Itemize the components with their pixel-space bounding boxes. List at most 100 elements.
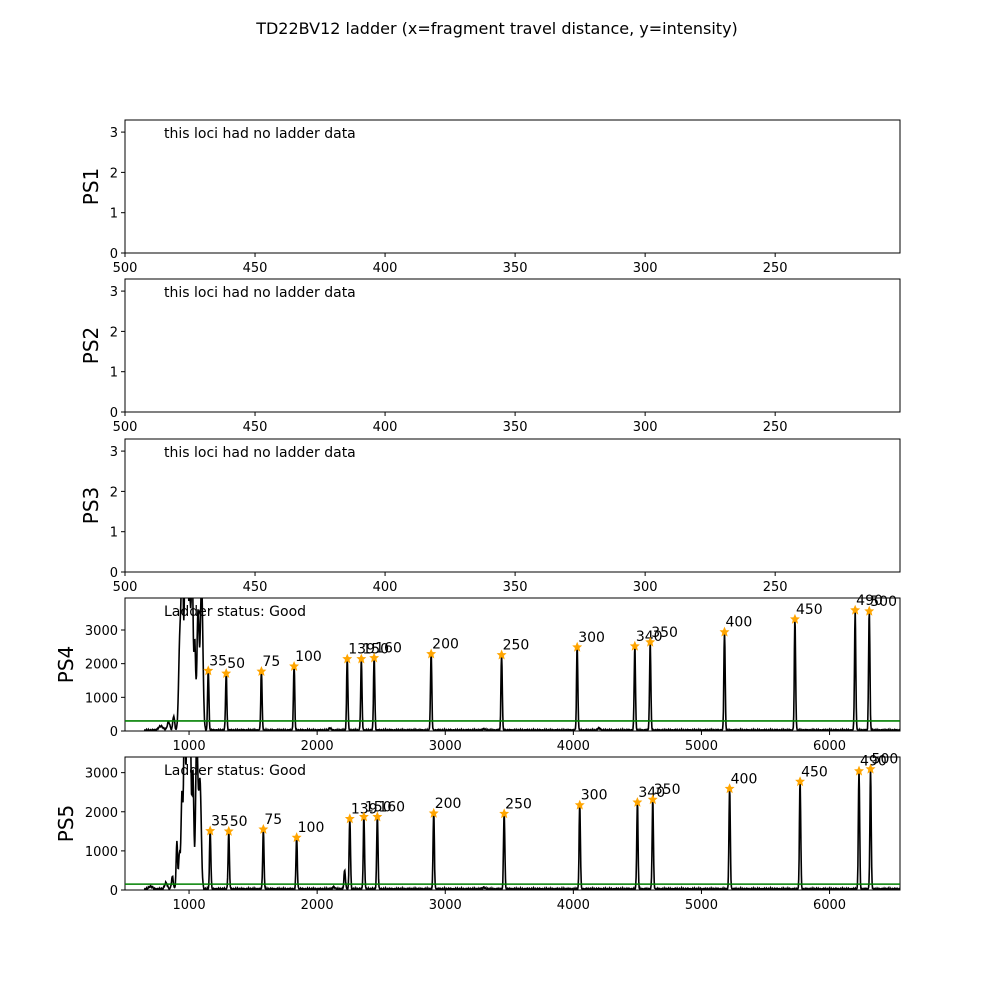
peak-marker [289, 660, 300, 671]
panel-annotation: this loci had no ladder data [164, 126, 356, 142]
peak-marker [632, 796, 643, 807]
panel-annotation: this loci had no ladder data [164, 445, 356, 461]
figure-title: TD22BV12 ladder (x=fragment travel dista… [255, 19, 738, 38]
x-tick-label: 300 [633, 580, 658, 595]
x-tick-label: 400 [373, 580, 398, 595]
x-tick-label: 350 [503, 580, 528, 595]
peak-label: 100 [295, 649, 322, 665]
peak-label: 160 [375, 641, 402, 657]
x-tick-label: 5000 [685, 739, 718, 754]
peak-label: 139 [348, 642, 375, 658]
y-tick-label: 1 [110, 207, 118, 222]
y-tick-label: 0 [110, 247, 118, 262]
x-tick-label: 2000 [301, 898, 334, 913]
peak-marker [850, 604, 861, 615]
peak-label: 350 [651, 625, 678, 641]
peak-label: 340 [638, 785, 665, 801]
y-tick-label: 0 [110, 884, 118, 899]
peak-label: 350 [654, 782, 681, 798]
y-tick-label: 3 [110, 445, 118, 460]
peak-label: 450 [801, 764, 828, 780]
peak-marker [203, 665, 214, 676]
x-tick-label: 300 [633, 420, 658, 435]
x-tick-label: 1000 [173, 898, 206, 913]
x-tick-label: 250 [763, 261, 788, 276]
peak-label: 400 [726, 615, 753, 631]
peak-label: 490 [860, 754, 887, 770]
x-tick-label: 450 [243, 261, 268, 276]
peak-label: 450 [796, 602, 823, 618]
panel-ps1: 500 450 400 350 300 250 0 1 2 3 PS1 this loci had n… [79, 119, 901, 276]
peak-label: 75 [262, 654, 280, 670]
x-tick-label: 250 [763, 420, 788, 435]
peak-marker [647, 794, 658, 805]
peak-label: 250 [503, 638, 530, 654]
y-tick-label: 2 [110, 485, 118, 500]
peak-marker [854, 765, 864, 776]
y-tick-label: 3000 [85, 624, 118, 639]
peak-label: 150 [362, 642, 389, 658]
peak-marker [645, 636, 656, 647]
peak-marker [221, 668, 232, 679]
y-tick-label: 3000 [85, 767, 118, 782]
peak-marker [724, 783, 735, 794]
peak-marker [719, 626, 730, 637]
x-tick-label: 400 [373, 261, 398, 276]
y-tick-label: 3 [110, 285, 118, 300]
panel-ps3: 500 450 400 350 300 250 0 1 2 3 PS3 this loci had n… [79, 438, 901, 595]
panel-annotation: Ladder status: Good [164, 604, 306, 620]
y-axis-label: PS4 [54, 646, 78, 683]
peak-marker [496, 649, 507, 660]
peak-label: 300 [581, 788, 608, 804]
peak-marker [372, 811, 383, 822]
peak-label: 500 [870, 594, 897, 610]
x-tick-label: 350 [503, 420, 528, 435]
peak-marker [342, 653, 353, 664]
y-axis-label: PS5 [54, 805, 78, 842]
peak-label: 300 [578, 630, 605, 646]
x-tick-label: 250 [763, 580, 788, 595]
intensity-trace [143, 598, 900, 731]
panel-ps4: 1000 2000 3000 4000 5000 6000 0 1000 2000 3000 PS4… [54, 593, 901, 754]
y-tick-label: 1 [110, 366, 118, 381]
y-tick-label: 2 [110, 166, 118, 181]
peak-marker [256, 666, 267, 677]
peak-marker [574, 799, 585, 810]
peak-marker [426, 648, 437, 659]
peak-label: 500 [872, 752, 899, 768]
peak-marker [205, 825, 216, 836]
x-tick-label: 1000 [173, 739, 206, 754]
x-tick-label: 5000 [685, 898, 718, 913]
x-tick-label: 3000 [429, 898, 462, 913]
y-axis-label: PS2 [79, 327, 103, 364]
intensity-trace [143, 757, 900, 890]
peak-label: 250 [505, 796, 532, 812]
peak-marker [258, 823, 269, 834]
y-tick-label: 1000 [85, 845, 118, 860]
peak-marker [356, 653, 367, 664]
x-tick-label: 4000 [557, 898, 590, 913]
x-tick-label: 300 [633, 261, 658, 276]
peak-label: 35 [209, 653, 227, 669]
panel-annotation: Ladder status: Good [164, 763, 306, 779]
plot-frame [124, 438, 901, 573]
peak-label: 100 [298, 820, 325, 836]
peak-label: 200 [435, 796, 462, 812]
peak-label: 35 [211, 814, 229, 830]
x-tick-label: 500 [113, 420, 138, 435]
peak-marker [291, 832, 302, 843]
y-tick-label: 1 [110, 526, 118, 541]
peak-marker [499, 808, 510, 819]
x-tick-label: 6000 [813, 898, 846, 913]
y-tick-label: 0 [110, 566, 118, 581]
y-axis-label: PS1 [79, 168, 103, 205]
peak-label: 139 [351, 801, 378, 817]
x-tick-label: 6000 [813, 739, 846, 754]
x-tick-label: 450 [243, 580, 268, 595]
x-tick-label: 350 [503, 261, 528, 276]
peak-label: 160 [378, 799, 405, 815]
y-tick-label: 2000 [85, 658, 118, 673]
y-tick-label: 0 [110, 406, 118, 421]
x-tick-label: 450 [243, 420, 268, 435]
